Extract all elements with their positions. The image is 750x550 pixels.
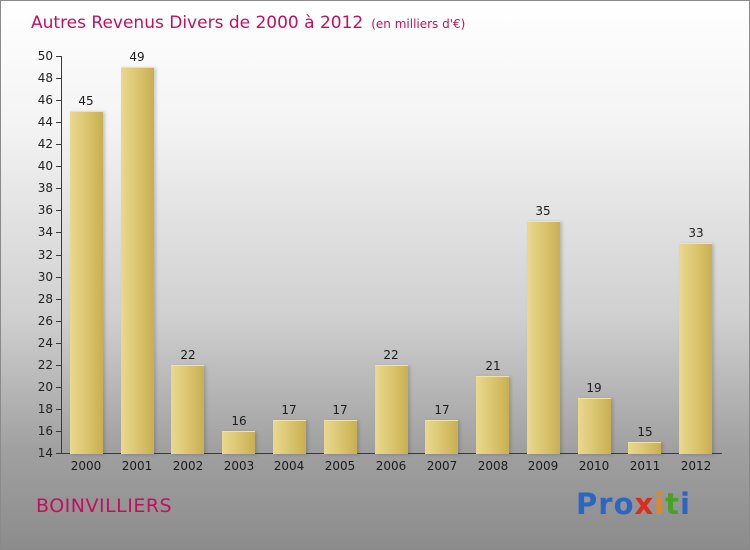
bar [222,431,255,454]
y-tick-mark [56,342,61,344]
bar-value-label: 21 [485,359,501,373]
y-tick-mark [56,276,61,278]
y-tick-label: 50 [37,49,53,63]
y-tick-mark [56,386,61,388]
y-tick-mark [56,298,61,300]
y-axis [61,56,62,454]
logo-letter: i [680,487,691,521]
y-tick-mark [56,430,61,432]
logo-letter: P [575,487,599,521]
x-tick-label: 2012 [680,459,712,473]
bar [273,420,306,454]
x-tick-label: 2011 [629,459,661,473]
x-tick-label: 2010 [578,459,610,473]
y-tick-label: 18 [37,401,53,416]
bar-value-label: 19 [586,381,602,395]
y-tick-mark [56,100,61,102]
bar [324,420,357,454]
y-tick-mark [56,364,61,366]
chart-title: Autres Revenus Divers de 2000 à 2012 [31,13,364,33]
bar-value-label: 45 [78,94,94,108]
proxiti-logo: Proxiti [576,487,691,521]
bar [527,221,560,454]
bar-value-label: 33 [688,226,704,240]
bar-value-label: 15 [637,425,653,439]
y-tick-label: 42 [37,137,53,152]
x-tick-label: 2000 [70,459,102,473]
y-tick-mark [56,210,61,212]
y-tick-label: 46 [37,93,53,108]
chart-subtitle: (en milliers d'€) [371,17,466,31]
bar [121,67,154,454]
logo-letter: o [613,487,635,521]
y-tick-label: 32 [37,247,53,262]
y-tick-label: 28 [37,291,53,306]
y-tick-label: 14 [37,446,53,460]
bar [578,398,611,454]
bar [425,420,458,454]
bar-value-label: 22 [383,348,399,362]
chart-header: Autres Revenus Divers de 2000 à 2012 (en… [31,13,465,33]
y-tick-mark [56,320,61,322]
y-tick-label: 40 [37,159,53,174]
y-tick-mark [56,254,61,256]
y-tick-label: 34 [37,225,53,240]
y-tick-label: 20 [37,379,53,394]
y-tick-label: 38 [37,181,53,196]
bar [679,243,712,454]
bar-value-label: 17 [434,403,450,417]
y-tick-label: 48 [37,71,53,86]
bar-value-label: 16 [231,414,247,428]
bar-value-label: 17 [332,403,348,417]
y-tick-mark [56,166,61,168]
company-name: BOINVILLIERS [36,495,173,517]
y-tick-mark [56,144,61,146]
bar-value-label: 17 [281,403,297,417]
bar [476,376,509,454]
x-tick-label: 2006 [375,459,407,473]
y-tick-mark [56,122,61,124]
y-tick-mark [56,408,61,410]
x-tick-label: 2002 [172,459,204,473]
y-tick-mark [56,232,61,234]
y-tick-mark [56,78,61,80]
y-tick-label: 22 [37,357,53,372]
y-tick-mark [56,56,61,57]
bar-value-label: 35 [535,204,551,218]
bar [628,442,661,454]
x-tick-label: 2003 [223,459,255,473]
bar [375,365,408,454]
bar [171,365,204,454]
logo-letter: i [654,487,666,521]
y-tick-label: 30 [37,269,53,284]
y-tick-label: 26 [37,313,53,328]
x-tick-label: 2007 [426,459,458,473]
y-tick-label: 16 [37,423,53,438]
y-tick-label: 36 [37,203,53,218]
y-tick-label: 44 [37,115,53,130]
bar-value-label: 22 [180,348,196,362]
y-tick-mark [56,453,61,454]
logo-letter: r [598,487,614,521]
x-tick-label: 2001 [121,459,153,473]
y-tick-mark [56,188,61,190]
x-tick-label: 2004 [273,459,305,473]
x-tick-label: 2008 [477,459,509,473]
x-tick-label: 2009 [527,459,559,473]
bar-value-label: 49 [129,50,145,64]
y-tick-label: 24 [37,335,53,350]
bar [70,111,103,454]
logo-letter: x [634,487,655,521]
logo-letter: t [665,487,681,521]
x-tick-label: 2005 [324,459,356,473]
